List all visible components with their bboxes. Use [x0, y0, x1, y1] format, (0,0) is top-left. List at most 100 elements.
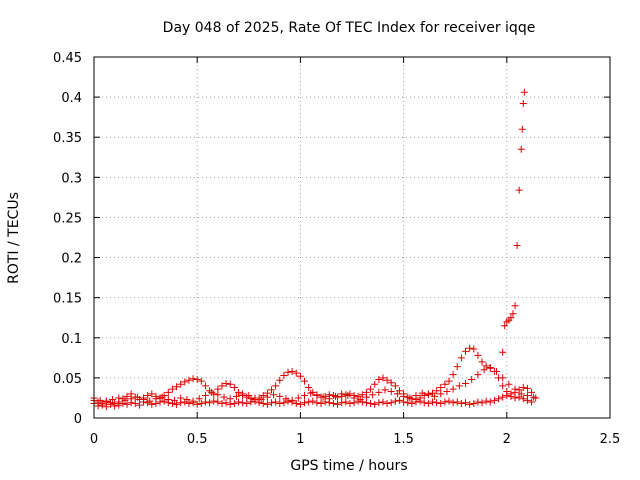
data-point	[342, 398, 350, 406]
y-tick-label: 0.35	[53, 131, 82, 146]
data-point	[379, 374, 387, 382]
data-point	[263, 400, 271, 408]
y-tick-label: 0.2	[61, 252, 82, 267]
data-point	[369, 391, 377, 399]
data-point	[168, 385, 176, 393]
data-point	[453, 398, 461, 406]
data-point	[338, 390, 346, 398]
data-point	[509, 310, 517, 318]
data-point	[115, 394, 123, 402]
data-point	[193, 375, 201, 383]
data-point	[276, 392, 284, 400]
y-tick-label: 0.15	[53, 292, 82, 307]
data-point	[490, 396, 498, 404]
data-point	[111, 400, 119, 408]
data-point	[164, 396, 172, 404]
data-point	[173, 400, 181, 408]
data-point	[443, 388, 451, 396]
data-point	[470, 400, 478, 408]
data-point	[482, 397, 490, 405]
data-point	[183, 396, 191, 404]
data-point	[499, 348, 507, 356]
data-point	[272, 398, 280, 406]
data-point	[462, 399, 470, 407]
y-tick-labels: 0 0.05 0.1 0.15 0.2 0.25 0.3 0.35 0.4 0.45	[53, 51, 82, 427]
data-point	[276, 376, 284, 384]
data-point	[367, 400, 375, 408]
data-point	[513, 242, 521, 250]
data-point	[505, 380, 513, 388]
y-tick-label: 0.45	[53, 51, 82, 66]
x-tick-label: 0	[90, 432, 98, 447]
data-point	[474, 351, 482, 359]
data-point	[383, 376, 391, 384]
data-point	[189, 397, 197, 405]
data-point	[519, 395, 527, 403]
data-point	[457, 354, 465, 362]
data-point	[305, 398, 313, 406]
data-point	[230, 400, 238, 408]
data-point	[307, 389, 315, 397]
data-point	[523, 384, 531, 392]
data-point	[259, 400, 267, 408]
data-point	[449, 399, 457, 407]
x-tick-label: 2.5	[600, 432, 621, 447]
data-point	[226, 380, 234, 388]
data-point	[466, 400, 474, 408]
data-point	[259, 392, 267, 400]
data-point	[480, 366, 488, 374]
data-point	[334, 400, 342, 408]
data-point	[482, 362, 490, 370]
data-point	[387, 388, 395, 396]
data-point	[218, 382, 226, 390]
data-point	[387, 379, 395, 387]
data-point	[301, 377, 309, 385]
series-arc-satellites	[90, 344, 540, 408]
axis-ticks	[93, 56, 611, 419]
data-point	[375, 399, 383, 407]
data-point	[511, 302, 519, 310]
data-point	[371, 380, 379, 388]
data-point	[239, 390, 247, 398]
y-tick-label: 0.1	[61, 332, 82, 347]
data-point	[455, 382, 463, 390]
data-point	[420, 399, 428, 407]
data-point	[517, 145, 525, 153]
data-point	[280, 371, 288, 379]
data-point	[96, 396, 104, 404]
data-point	[305, 384, 313, 392]
x-tick-label: 2	[503, 432, 511, 447]
data-point	[177, 380, 185, 388]
data-point	[358, 391, 366, 399]
data-point	[515, 186, 523, 194]
data-point	[391, 382, 399, 390]
data-point	[474, 371, 482, 379]
data-point	[158, 393, 166, 401]
series-storm-satellite	[499, 88, 528, 356]
data-point	[146, 397, 154, 405]
data-point	[109, 396, 117, 404]
data-point	[226, 395, 234, 403]
data-point	[133, 393, 141, 401]
data-point	[528, 388, 536, 396]
data-point	[518, 125, 526, 133]
data-point	[445, 397, 453, 405]
data-point	[131, 400, 139, 408]
data-point	[210, 397, 218, 405]
data-point	[462, 380, 470, 388]
data-point	[234, 388, 242, 396]
x-tick-label: 1	[296, 432, 304, 447]
data-point	[530, 393, 538, 401]
data-point	[201, 392, 209, 400]
data-point	[437, 390, 445, 398]
data-point	[276, 400, 284, 408]
data-point	[185, 376, 193, 384]
data-point	[309, 397, 317, 405]
data-point	[428, 398, 436, 406]
data-point	[431, 392, 439, 400]
data-point	[218, 400, 226, 408]
data-point	[519, 100, 527, 108]
data-point	[356, 396, 364, 404]
y-tick-label: 0.4	[61, 91, 82, 106]
data-point	[164, 388, 172, 396]
